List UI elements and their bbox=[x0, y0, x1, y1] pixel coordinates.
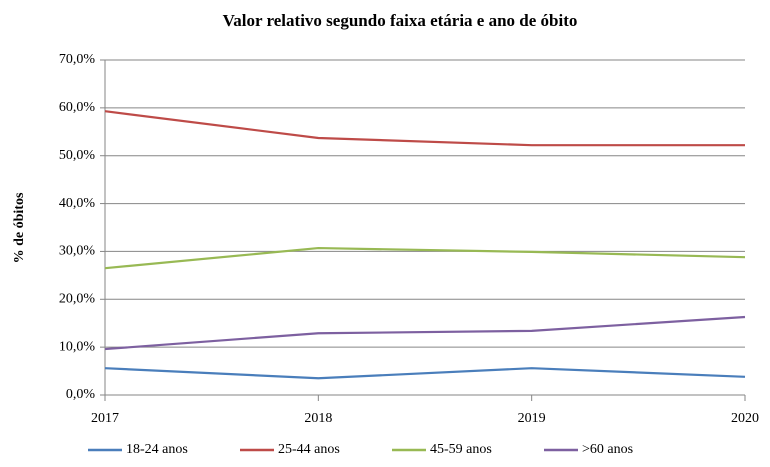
x-tick-label: 2017 bbox=[91, 411, 119, 426]
y-tick-label: 50,0% bbox=[59, 148, 96, 163]
series-line bbox=[104, 315, 746, 351]
legend-label: 45-59 anos bbox=[430, 442, 492, 457]
x-tick-label: 2020 bbox=[731, 411, 759, 426]
series-line bbox=[104, 110, 745, 147]
y-tick-label: 70,0% bbox=[59, 52, 96, 67]
x-tick-label: 2019 bbox=[518, 411, 546, 426]
legend-label: >60 anos bbox=[582, 442, 633, 457]
series-line bbox=[104, 246, 746, 270]
y-tick-label: 0,0% bbox=[66, 387, 96, 402]
series-line bbox=[104, 367, 746, 380]
chart-title: Valor relativo segundo faixa etária e an… bbox=[223, 11, 578, 30]
y-tick-label: 20,0% bbox=[59, 292, 96, 307]
y-tick-label: 10,0% bbox=[59, 339, 96, 354]
y-tick-label: 40,0% bbox=[59, 196, 96, 211]
y-axis-label: % de óbitos bbox=[12, 192, 27, 263]
y-tick-label: 30,0% bbox=[59, 244, 96, 259]
legend-label: 18-24 anos bbox=[126, 442, 188, 457]
x-tick-label: 2018 bbox=[304, 411, 332, 426]
y-tick-label: 60,0% bbox=[59, 100, 96, 115]
legend-label: 25-44 anos bbox=[278, 442, 340, 457]
